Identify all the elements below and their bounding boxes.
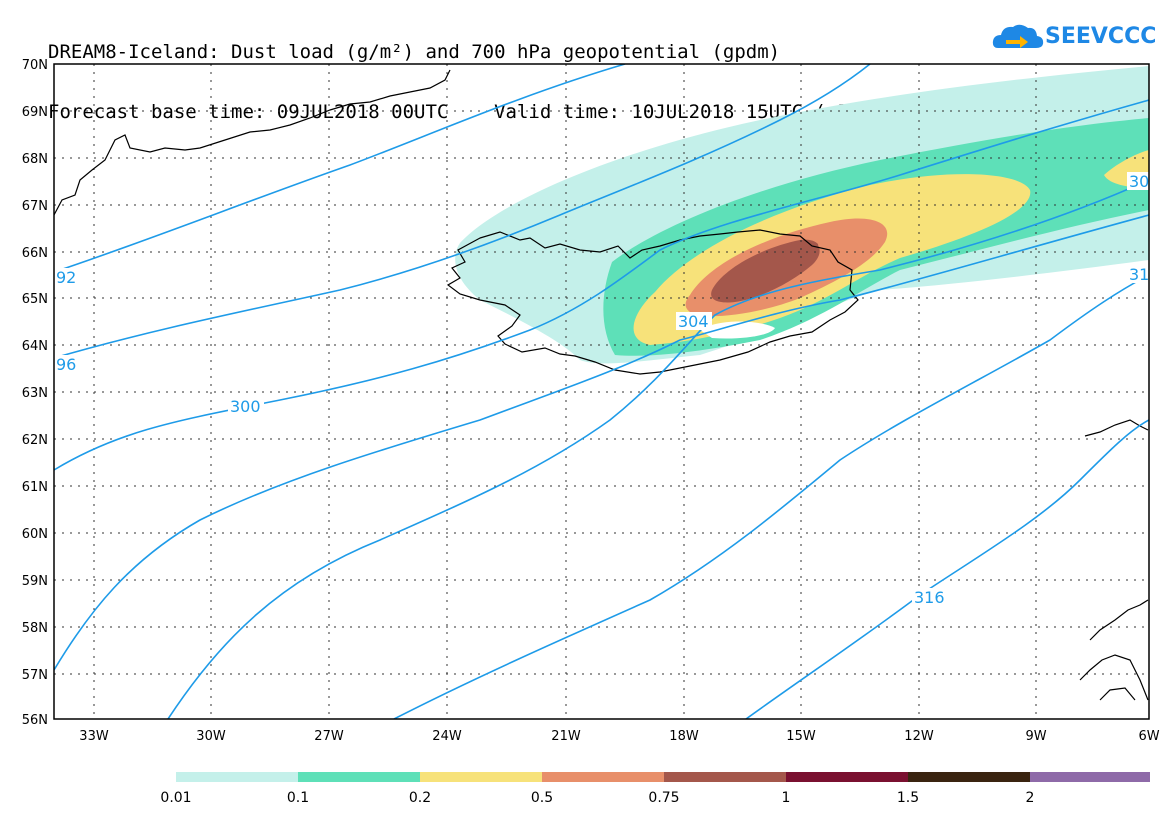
- lat-label: 63N: [22, 386, 48, 401]
- contour-label-304: 304: [678, 312, 709, 331]
- legend-label: 2: [1026, 790, 1035, 806]
- lat-label: 61N: [22, 480, 48, 495]
- iceland-coast: [446, 229, 859, 375]
- legend-label: 0.75: [648, 790, 679, 806]
- legend-swatch: [908, 772, 1030, 782]
- lon-label: 15W: [786, 729, 816, 744]
- legend-swatch: [664, 772, 786, 782]
- contour-label-30: 30: [1129, 172, 1149, 191]
- title-line-1: DREAM8-Iceland: Dust load (g/m²) and 700…: [48, 41, 781, 63]
- contour-label-92: 92: [56, 268, 76, 287]
- contour-label-31: 31: [1129, 265, 1149, 284]
- map-title: DREAM8-Iceland: Dust load (g/m²) and 700…: [48, 2, 872, 142]
- legend-swatch: [786, 772, 908, 782]
- lat-label: 66N: [22, 246, 48, 261]
- lon-label: 9W: [1025, 729, 1046, 744]
- legend-label: 0.2: [409, 790, 431, 806]
- lat-label: 57N: [22, 668, 48, 683]
- greenland-coast: [54, 69, 451, 216]
- contour-label-96: 96: [56, 355, 76, 374]
- legend-label: 1: [782, 790, 791, 806]
- scotland-coast: [1079, 599, 1149, 701]
- lat-label: 56N: [22, 713, 48, 728]
- contour-296: [54, 64, 871, 359]
- longitude-labels: 33W 30W 27W 24W 21W 18W 15W 12W 9W 6W: [79, 729, 1159, 744]
- legend-swatch: [420, 772, 542, 782]
- legend-swatch: [542, 772, 664, 782]
- lat-label: 60N: [22, 527, 48, 542]
- lat-label: 65N: [22, 292, 48, 307]
- lon-label: 33W: [79, 729, 109, 744]
- contour-label-300: 300: [230, 397, 261, 416]
- legend-label: 0.5: [531, 790, 553, 806]
- dust-level-0.01-islet: [700, 321, 775, 339]
- lon-label: 30W: [196, 729, 226, 744]
- lat-label: 58N: [22, 621, 48, 636]
- graticule: [54, 64, 1149, 719]
- latitude-labels: 70N 69N 68N 67N 66N 65N 64N 63N 62N 61N …: [22, 58, 48, 728]
- dust-load-shading: [455, 66, 1149, 364]
- lon-label: 18W: [669, 729, 699, 744]
- logo-text: SEEVCCC: [1045, 24, 1157, 49]
- coastlines: [54, 69, 1149, 701]
- contour-label-316: 316: [914, 588, 945, 607]
- lon-label: 12W: [904, 729, 934, 744]
- geopotential-contours: [54, 64, 1149, 719]
- lat-label: 69N: [22, 105, 48, 120]
- contour-304: [167, 179, 1149, 719]
- contour-308: [54, 214, 1149, 671]
- lon-label: 21W: [551, 729, 581, 744]
- lon-label: 6W: [1138, 729, 1159, 744]
- dust-level-0.75-b: [782, 239, 819, 262]
- legend-label: 0.01: [160, 790, 191, 806]
- contour-292: [54, 64, 626, 273]
- contour-312: [393, 274, 1149, 719]
- legend-swatch: [1030, 772, 1150, 782]
- legend-label: 0.1: [287, 790, 309, 806]
- lat-label: 68N: [22, 152, 48, 167]
- lon-label: 24W: [432, 729, 462, 744]
- contour-labels: 92 96 300 304 316 30 31: [54, 172, 1151, 607]
- legend-label: 1.5: [897, 790, 919, 806]
- legend-swatch: [298, 772, 420, 782]
- faroe-shetland-coast: [1084, 419, 1149, 437]
- lat-label: 59N: [22, 574, 48, 589]
- contour-316: [745, 419, 1149, 719]
- lat-label: 70N: [22, 58, 48, 73]
- map-frame: [53, 63, 1150, 720]
- legend-labels: 0.01 0.1 0.2 0.5 0.75 1 1.5 2: [160, 790, 1034, 806]
- color-legend: [176, 772, 1150, 782]
- legend-swatch: [176, 772, 298, 782]
- cloud-arrow-icon: [992, 24, 1044, 48]
- lon-label: 27W: [314, 729, 344, 744]
- lat-label: 67N: [22, 199, 48, 214]
- lat-label: 62N: [22, 433, 48, 448]
- lat-label: 64N: [22, 339, 48, 354]
